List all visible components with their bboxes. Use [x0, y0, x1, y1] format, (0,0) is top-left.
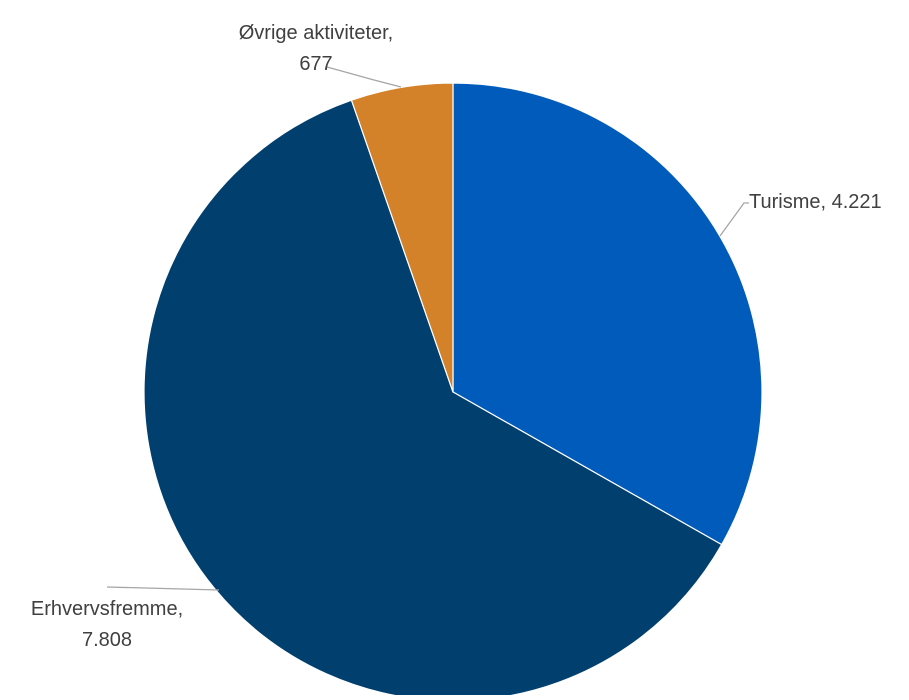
data-label-turisme: Turisme, 4.221 — [749, 191, 882, 213]
pie-slices — [143, 82, 763, 700]
data-label-ovrige-aktiviteter: Øvrige aktiviteter, 677 — [239, 22, 394, 75]
data-label-line: 7.808 — [82, 629, 132, 651]
data-label-line: Turisme, 4.221 — [749, 191, 882, 213]
data-labels: Turisme, 4.221 Erhvervsfremme, 7.808 Øvrige… — [31, 22, 882, 651]
leader-line-turisme — [719, 202, 749, 237]
data-label-line: Erhvervsfremme, — [31, 598, 183, 620]
leader-line-erhvervsfremme — [106, 586, 220, 591]
leader-lines — [106, 66, 749, 591]
pie-slice-turisme — [452, 82, 763, 546]
leader-line-ovrige-aktiviteter — [326, 66, 402, 88]
pie-slice-ovrige-aktiviteter — [350, 82, 454, 393]
data-label-line: 677 — [299, 53, 332, 75]
data-label-line: Øvrige aktiviteter, — [239, 22, 394, 44]
data-label-erhvervsfremme: Erhvervsfremme, 7.808 — [31, 598, 183, 651]
